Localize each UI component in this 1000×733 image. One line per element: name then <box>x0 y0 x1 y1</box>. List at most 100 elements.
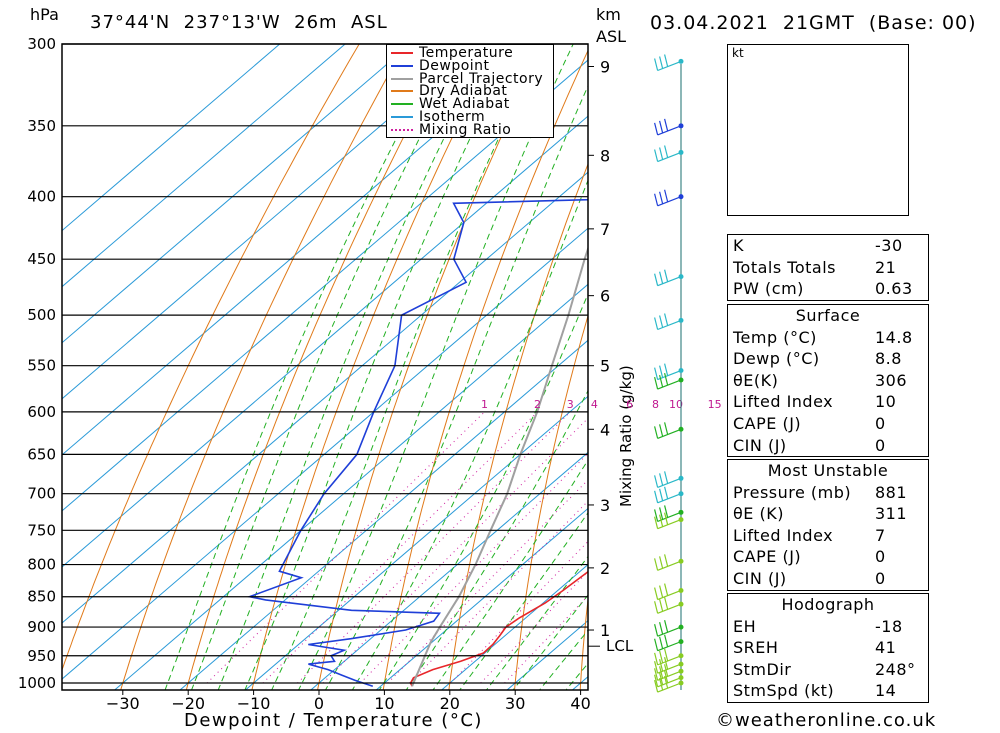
wind-barb-flag <box>654 679 659 693</box>
wind-barb-flag <box>659 556 664 569</box>
wind-barb-shaft <box>657 379 682 390</box>
wind-barb-flag <box>664 648 669 662</box>
legend-swatch <box>391 116 413 118</box>
mixing-ratio-line <box>297 411 571 684</box>
mixing-ratio-line <box>480 570 588 684</box>
wind-barb-shaft <box>657 519 682 530</box>
pressure-tick-label: 950 <box>27 647 56 665</box>
wet-adiabat-line <box>191 44 469 690</box>
wind-barb-flag <box>654 558 659 571</box>
legend-swatch <box>391 64 413 67</box>
wind-barb-flag <box>664 313 669 326</box>
copyright-text[interactable]: ©weatheronline.co.uk <box>716 710 937 731</box>
height-tick-label: 6 <box>600 287 610 306</box>
wind-barb-flag <box>659 622 664 635</box>
x-axis-title: Dewpoint / Temperature (°C) <box>184 710 483 731</box>
wind-barb-flag <box>664 363 669 376</box>
wind-barb-flag <box>659 374 664 388</box>
totals-totals-value: 21 <box>875 257 897 277</box>
wind-barb-flag <box>664 145 669 158</box>
legend-label: Isotherm <box>419 109 486 125</box>
temperature-tick-label: 40 <box>570 694 590 713</box>
height-tick-label: 4 <box>600 420 610 439</box>
wind-barb-flag <box>664 583 669 596</box>
mixing-ratio-label: 1 <box>481 398 488 411</box>
wet-adiabat-line <box>432 459 588 690</box>
stmdir-value: 248° <box>875 659 916 679</box>
legend-item: Wet Adiabat <box>391 97 510 111</box>
legend-swatch <box>391 103 413 106</box>
dry-adiabat-line <box>448 162 588 690</box>
dry-adiabat-line <box>62 44 360 672</box>
wind-barb-shaft <box>657 655 682 666</box>
temperature-line <box>409 570 588 687</box>
wind-barb-flag <box>654 475 659 488</box>
wind-barb-flag <box>664 597 669 610</box>
wind-barb-flag <box>659 514 664 527</box>
lcl-label: LCL <box>606 637 634 655</box>
isotherm-line <box>62 115 588 568</box>
eh-label: EH <box>733 616 757 636</box>
wind-barb-shaft <box>657 641 682 652</box>
wet-adiabat-line <box>244 44 517 690</box>
wind-barb-shaft <box>657 276 682 287</box>
parcel-trajectory-line <box>411 245 588 687</box>
wind-barb-flag <box>659 147 664 160</box>
wind-barb-flag <box>659 315 664 328</box>
wind-barb-flag <box>654 601 659 614</box>
wet-adiabat-line <box>405 389 588 690</box>
mu-li-value: 7 <box>875 525 886 545</box>
pressure-tick-label: 850 <box>27 588 56 606</box>
pressure-tick-label: 750 <box>27 521 56 539</box>
wind-barb-flag <box>659 672 664 685</box>
wind-barb-flag <box>659 365 664 378</box>
wind-barb-flag <box>654 193 659 206</box>
temperature-tick-label: 20 <box>440 694 460 713</box>
legend-label: Dry Adiabat <box>419 83 508 100</box>
wind-barb-flag <box>654 509 659 522</box>
sreh-value: 41 <box>875 638 897 658</box>
height-tick-label: 2 <box>600 559 610 578</box>
wind-barb-flag <box>654 652 659 666</box>
mixing-ratio-line <box>450 540 588 684</box>
isotherm-line <box>244 395 588 690</box>
isotherm-line <box>62 44 346 288</box>
wet-adiabat-line <box>217 44 492 690</box>
wind-barb-flag <box>654 490 659 503</box>
wind-barb-flag <box>654 367 659 380</box>
wind-barb-flag <box>659 507 664 520</box>
wind-barb-flag <box>664 269 669 282</box>
wind-barb-flag <box>664 486 669 499</box>
dry-adiabat-line <box>514 314 588 690</box>
wind-barb-flag <box>654 587 659 600</box>
legend: Temperature Dewpoint Parcel Trajectory Dry … <box>386 44 554 138</box>
legend-label: Temperature <box>419 45 514 61</box>
wind-barb-shaft <box>657 603 682 614</box>
temperature-tick-label: 10 <box>374 694 394 713</box>
wind-barb-flag <box>664 372 669 386</box>
mixing-ratio-label: 4 <box>591 398 598 411</box>
wind-barb-flag <box>654 516 659 529</box>
wind-barb-flag <box>659 677 664 691</box>
wind-barb-flag <box>654 674 659 687</box>
surface-temp-value: 14.8 <box>875 327 913 347</box>
mu-cin-value: 0 <box>875 568 886 588</box>
dry-adiabat-line <box>251 44 499 690</box>
wind-barb-flag <box>659 599 664 612</box>
mu-li-label: Lifted Index <box>733 525 834 545</box>
wind-barb-flag <box>654 122 659 136</box>
location-title: 37°44'N 237°13'W 26m ASL <box>90 12 388 33</box>
wind-barb-shaft <box>657 196 682 207</box>
pressure-tick-label: 900 <box>27 618 56 636</box>
wind-barb-flag <box>659 488 664 501</box>
surface-li-value: 10 <box>875 392 897 412</box>
wind-barb-shaft <box>657 151 682 163</box>
pressure-tick-label: 450 <box>27 250 56 268</box>
wind-barb-flag <box>664 620 669 633</box>
wind-barb-shaft <box>657 369 682 381</box>
surface-thetae-value: 306 <box>875 370 908 390</box>
wet-adiabat-line <box>351 179 588 690</box>
temperature-tick-label: 30 <box>505 694 525 713</box>
mixing-ratio-line <box>504 595 588 684</box>
wind-barb-shaft <box>657 682 682 693</box>
